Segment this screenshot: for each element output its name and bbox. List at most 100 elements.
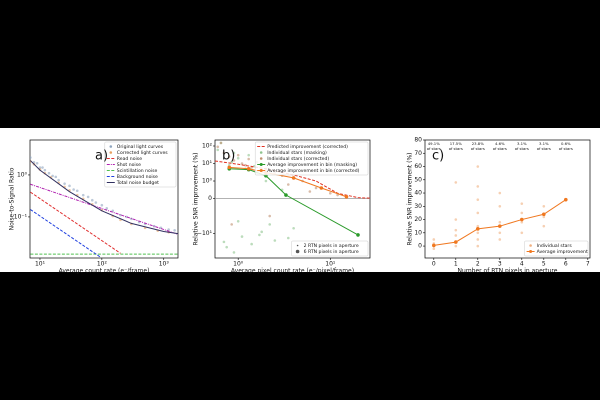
scatter-point — [232, 251, 236, 254]
y-tick-label: 0 — [418, 243, 422, 250]
plot-area — [424, 139, 591, 259]
annotation: 4.6% — [495, 141, 505, 146]
x-tick-label: 10¹ — [325, 261, 336, 268]
line-marker — [564, 197, 568, 202]
legend-label: Individual stars — [537, 243, 573, 249]
scatter-point — [432, 238, 436, 241]
scatter-point — [240, 162, 244, 165]
legend-label: Average improvement in bin (corrected) — [267, 168, 359, 174]
scatter-point — [476, 211, 480, 215]
scatter-point — [236, 219, 240, 223]
legend-box — [291, 240, 369, 257]
scatter-point — [268, 223, 272, 226]
legend-box — [104, 141, 177, 188]
scatter-point — [222, 240, 226, 244]
series-line — [30, 191, 121, 254]
annotation: of stars — [515, 146, 529, 151]
x-axis-label: Average pixel count rate (e⁻/pixel/frame… — [231, 268, 354, 275]
scatter-point — [286, 183, 290, 186]
scatter-point — [105, 207, 109, 210]
x-tick-label: 6 — [564, 261, 568, 268]
panel-label: a) — [95, 149, 108, 164]
legend-label: Original light curves — [117, 144, 164, 150]
y-tick-label: 30 — [414, 203, 422, 210]
scatter-point — [86, 195, 90, 199]
x-tick-label: 0 — [432, 261, 436, 268]
legend-key — [295, 249, 300, 254]
panel-label: c) — [432, 149, 444, 164]
scatter-point — [227, 155, 231, 158]
x-tick-label: 5 — [542, 261, 546, 268]
y-tick-label: 10¹ — [202, 160, 213, 167]
y-tick-label: 0 — [208, 195, 212, 202]
scatter-point — [230, 223, 233, 226]
y-tick-label: 60 — [414, 163, 422, 170]
annotation: of stars — [471, 146, 485, 151]
annotation: of stars — [427, 146, 441, 151]
x-axis-label: Average count rate (e⁻/frame) — [59, 268, 150, 275]
scatter-point — [498, 220, 502, 224]
x-tick-label: 10⁰ — [233, 261, 244, 268]
scatter-point — [63, 182, 66, 185]
x-tick-label: 10³ — [159, 261, 170, 268]
scatter-point — [236, 156, 240, 160]
scatter-point — [72, 188, 75, 191]
legend-label: Corrected light curves — [117, 150, 168, 156]
scatter-point — [51, 174, 54, 178]
y-tick-label: 20 — [414, 216, 422, 223]
line-marker — [542, 212, 546, 217]
scatter-point — [476, 238, 480, 241]
legend-key — [529, 244, 532, 247]
scatter-point — [268, 214, 272, 218]
scatter-point — [476, 185, 480, 188]
legend-key-marker — [529, 250, 533, 253]
scatter-point — [476, 165, 480, 168]
scatter-point — [240, 235, 244, 238]
scatter-point — [498, 238, 502, 241]
legend-label: Average improvement in bin (masking) — [267, 162, 357, 168]
scatter-point — [222, 151, 226, 155]
scatter-point — [81, 193, 85, 197]
annotation: of stars — [537, 146, 551, 151]
line-marker — [291, 176, 296, 180]
legend-label: Scintillation noise — [117, 168, 158, 174]
scatter-point — [260, 230, 263, 234]
scatter-point — [314, 186, 318, 190]
scatter-point — [232, 151, 236, 155]
x-tick-label: 3 — [498, 261, 502, 268]
x-tick-label: 10² — [97, 261, 108, 268]
scatter-point — [236, 153, 240, 157]
scatter-point — [498, 231, 502, 235]
scatter-point — [542, 215, 546, 219]
scatter-point — [498, 191, 502, 195]
y-tick-label: 10⁰ — [17, 171, 28, 178]
scatter-point — [30, 156, 32, 159]
scatter-point — [476, 224, 480, 228]
y-tick-label: 50 — [414, 176, 422, 183]
legend-label: Average improvement — [537, 249, 588, 255]
scatter-point — [57, 178, 60, 182]
scatter-point — [520, 220, 524, 224]
y-tick-label: 40 — [414, 190, 422, 197]
scatter-point — [258, 233, 261, 237]
scatter-point — [35, 161, 39, 165]
line-marker — [284, 193, 288, 197]
scatter-point — [216, 145, 220, 149]
line-marker — [319, 186, 324, 190]
series-line — [215, 160, 370, 199]
scatter-point — [520, 202, 524, 205]
annotation: of stars — [493, 146, 507, 151]
y-tick-label: 10⁰ — [202, 178, 213, 185]
line-marker — [246, 166, 251, 171]
scatter-point — [542, 204, 546, 208]
scatter-point — [54, 175, 58, 179]
x-tick-label: 1 — [454, 261, 458, 268]
series-line — [229, 166, 347, 198]
legend-label: Individual stars (corrected) — [267, 156, 329, 162]
x-tick-label: 10¹ — [35, 261, 46, 268]
line-marker — [498, 224, 502, 228]
y-tick-label: −10¹ — [197, 230, 213, 237]
annotation: 0.6% — [561, 141, 571, 146]
scatter-point — [90, 198, 94, 202]
